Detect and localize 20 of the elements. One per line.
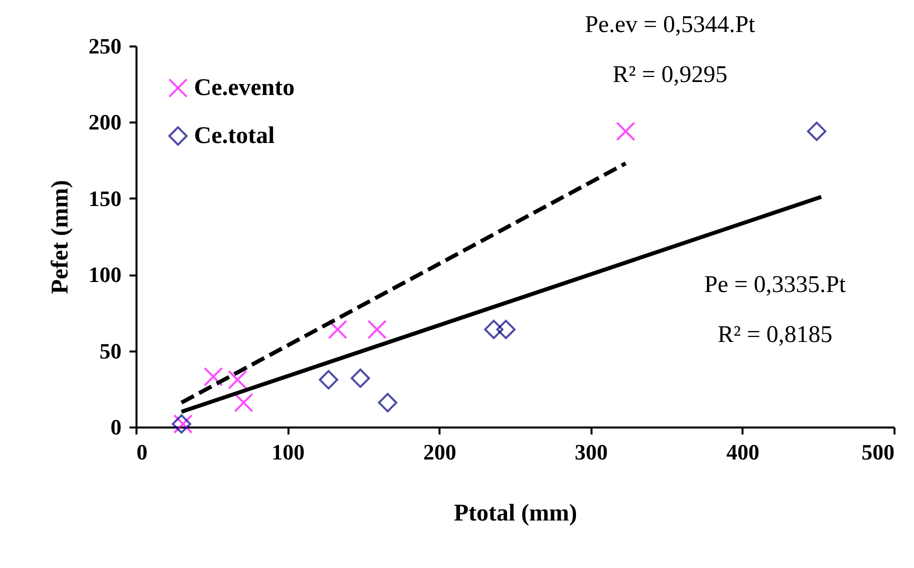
x-tick-label: 0 (136, 440, 148, 464)
annotation: R² = 0,9295 (612, 62, 728, 88)
y-tick-label: 150 (88, 186, 122, 211)
x-tick-label: 500 (862, 440, 894, 464)
x-tick-label: 300 (574, 440, 608, 464)
x-tick-label: 400 (726, 440, 760, 464)
y-tick-label: 100 (88, 262, 122, 288)
annotation: Pe = 0,3335.Pt (704, 272, 846, 298)
y-tick-label: 50 (100, 338, 122, 364)
x-axis-title: Ptotal (mm) (454, 500, 578, 526)
y-tick-label: 0 (110, 414, 122, 440)
y-tick-label: 250 (88, 34, 122, 58)
legend-label: Ce.total (194, 123, 275, 149)
text: Pe.ev = 0,5344.Pt (584, 12, 756, 38)
x-tick-label: 200 (423, 440, 456, 464)
annotation: R² = 0,8185 (718, 322, 832, 348)
y-tick-label: 200 (88, 110, 122, 135)
x-tick-label: 100 (272, 440, 305, 464)
y-axis-title: Pefet (mm) (48, 180, 74, 294)
legend-label: Ce.evento (194, 75, 295, 101)
